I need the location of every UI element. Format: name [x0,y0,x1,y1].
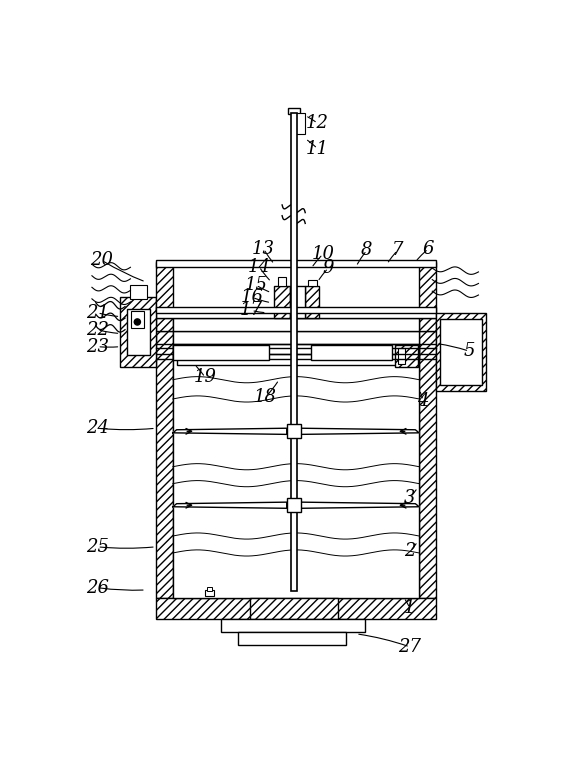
Bar [207,587,212,590]
Bar [129,285,146,299]
Text: 21: 21 [86,304,109,321]
Bar [205,590,214,596]
Polygon shape [173,428,287,434]
Bar [156,331,173,597]
Bar [440,319,482,385]
Text: 7: 7 [392,241,404,259]
Bar [274,286,290,318]
Text: 17: 17 [240,302,263,319]
Text: 25: 25 [86,537,109,556]
Polygon shape [173,502,287,509]
Text: 9: 9 [323,259,334,277]
Text: 8: 8 [361,241,373,259]
Bar [221,619,365,631]
Bar [419,318,436,331]
Bar [419,331,436,597]
Text: 5: 5 [463,342,475,360]
Bar [296,112,305,134]
Bar [173,345,269,361]
Bar [308,280,317,286]
Circle shape [135,319,140,325]
Text: 23: 23 [86,337,109,356]
Bar [156,262,173,311]
Bar [278,277,286,286]
Text: 11: 11 [306,139,329,158]
Bar [250,597,339,619]
Text: 3: 3 [404,488,416,506]
Bar [173,318,419,331]
Text: 24: 24 [86,419,109,437]
Text: 1: 1 [404,600,416,618]
Bar [120,297,156,367]
Bar [305,286,319,318]
Bar [398,348,405,364]
Text: 14: 14 [247,258,271,275]
Text: 16: 16 [241,288,263,306]
Text: 19: 19 [194,368,217,387]
Bar [177,354,416,365]
Bar [156,318,173,331]
Bar [156,597,436,619]
Bar [394,345,418,367]
Text: 4: 4 [417,391,429,409]
Text: 18: 18 [254,388,276,406]
Bar [287,424,300,438]
Text: 2: 2 [404,543,416,560]
Bar [156,311,436,318]
Bar [156,306,436,313]
Text: 15: 15 [245,276,267,294]
Bar [238,631,346,645]
Text: 27: 27 [398,638,421,656]
Bar [291,112,297,591]
Text: 12: 12 [306,114,329,133]
Text: 22: 22 [86,321,109,339]
Bar [173,343,419,359]
Text: 20: 20 [91,252,113,269]
Polygon shape [300,502,419,509]
Text: 13: 13 [252,240,275,258]
Bar [290,286,305,318]
Text: 26: 26 [86,578,109,597]
Bar [287,108,300,114]
Text: 10: 10 [311,245,335,263]
Bar [127,309,150,355]
Text: 6: 6 [423,240,434,258]
Bar [156,260,436,267]
Bar [311,345,392,361]
Bar [131,312,144,328]
Polygon shape [300,428,419,434]
Bar [173,331,419,597]
Bar [419,262,436,311]
Bar [436,313,486,391]
Bar [287,498,300,512]
